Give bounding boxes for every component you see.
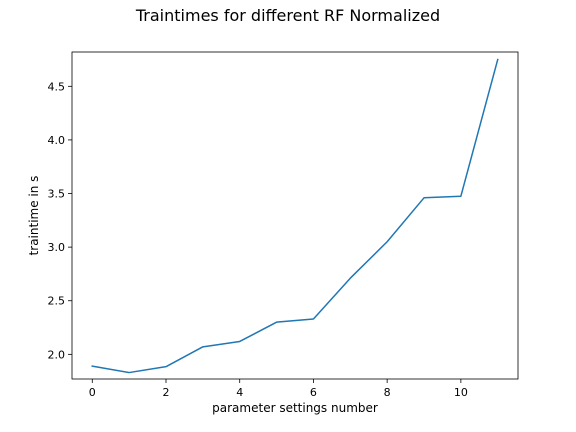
x-tick-label: 4	[236, 386, 243, 399]
chart-title: Traintimes for different RF Normalized	[135, 6, 440, 25]
x-axis-label: parameter settings number	[212, 401, 378, 415]
y-tick-label: 3.5	[48, 188, 66, 201]
x-tick-label: 2	[162, 386, 169, 399]
y-tick-label: 4.5	[48, 80, 66, 93]
series-layer	[92, 60, 497, 373]
y-tick-label: 2.0	[48, 348, 66, 361]
y-axis-label: traintime in s	[27, 176, 41, 256]
x-axis-ticks: 0 2 4 6 8 10	[89, 379, 468, 399]
plot-area: 0 2 4 6 8 10 2.0 2.5 3.0 3.5 4.0 4.5	[48, 52, 519, 399]
x-tick-label: 6	[310, 386, 317, 399]
y-tick-label: 4.0	[48, 134, 66, 147]
series-line-0	[92, 60, 497, 373]
x-tick-label: 0	[89, 386, 96, 399]
x-tick-label: 10	[454, 386, 468, 399]
plot-frame	[72, 52, 518, 379]
y-tick-label: 2.5	[48, 295, 66, 308]
y-axis-ticks: 2.0 2.5 3.0 3.5 4.0 4.5	[48, 80, 73, 361]
x-tick-label: 8	[384, 386, 391, 399]
y-tick-label: 3.0	[48, 241, 66, 254]
